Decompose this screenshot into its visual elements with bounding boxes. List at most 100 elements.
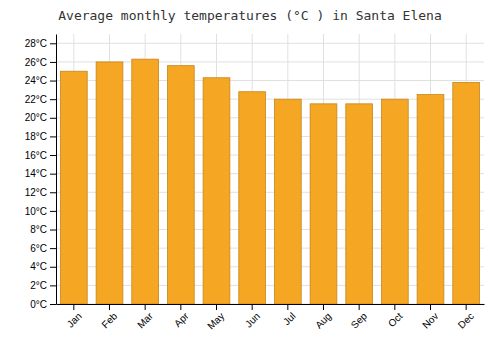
chart: Average monthly temperatures (°C ) in Sa… — [0, 0, 500, 350]
tick: 26°C — [25, 57, 56, 68]
tick: Jul — [281, 304, 298, 327]
tick-mark — [252, 304, 253, 310]
tick-label: 12°C — [25, 187, 47, 198]
tick-mark — [50, 136, 56, 137]
tick-label: 20°C — [25, 112, 47, 123]
tick: 10°C — [25, 206, 56, 217]
tick-label: Apr — [172, 310, 191, 329]
tick-mark — [50, 118, 56, 119]
tick-mark — [359, 304, 360, 310]
tick-label: 16°C — [25, 150, 47, 161]
tick-label: 14°C — [25, 168, 47, 179]
bar — [453, 82, 480, 304]
tick-mark — [50, 174, 56, 175]
x-axis: Jan Feb Mar Apr May Jun Jul Aug Sep Oct Nov Dec — [57, 304, 485, 332]
tick: Oct — [386, 304, 405, 329]
bar — [417, 95, 444, 304]
tick-mark — [73, 304, 74, 310]
tick-label: Oct — [386, 310, 405, 329]
tick: 20°C — [25, 112, 56, 123]
tick: 8°C — [30, 224, 56, 235]
tick-mark — [180, 304, 181, 310]
tick: Apr — [172, 304, 191, 329]
tick: Sep — [349, 304, 370, 331]
axis-line — [57, 304, 485, 305]
grid — [56, 34, 484, 304]
tick-mark — [50, 248, 56, 249]
tick-label: Nov — [420, 310, 440, 330]
tick-label: Feb — [99, 310, 119, 330]
tick-label: Jul — [281, 310, 298, 327]
tick: 28°C — [25, 38, 56, 49]
tick: Aug — [313, 304, 333, 331]
tick-mark — [50, 285, 56, 286]
bar — [381, 99, 408, 304]
tick-label: 10°C — [25, 206, 47, 217]
tick-label: 8°C — [30, 224, 47, 235]
tick-mark — [109, 304, 110, 310]
tick-mark — [216, 304, 217, 310]
tick-label: 28°C — [25, 38, 47, 49]
bar — [310, 104, 337, 304]
tick: 14°C — [25, 168, 56, 179]
bar — [96, 62, 123, 304]
tick: Jun — [243, 304, 262, 330]
tick-mark — [50, 230, 56, 231]
tick: 12°C — [25, 187, 56, 198]
tick-mark — [145, 304, 146, 310]
tick-label: 22°C — [25, 94, 47, 105]
bar — [167, 66, 194, 304]
tick-label: May — [205, 310, 226, 331]
tick: May — [205, 304, 226, 332]
tick: Nov — [420, 304, 440, 331]
tick: Feb — [99, 304, 119, 330]
bar — [132, 59, 159, 304]
tick: Jan — [65, 304, 84, 330]
tick-mark — [50, 43, 56, 44]
tick-mark — [50, 211, 56, 212]
tick-label: Jun — [243, 310, 262, 329]
tick-mark — [50, 304, 56, 305]
bars — [60, 59, 479, 304]
tick-mark — [50, 155, 56, 156]
tick-mark — [323, 304, 324, 310]
tick-mark — [466, 304, 467, 310]
tick-label: 6°C — [30, 243, 47, 254]
tick-label: Mar — [135, 310, 155, 330]
tick-mark — [287, 304, 288, 310]
bar — [239, 92, 266, 304]
tick-label: 2°C — [30, 280, 47, 291]
tick-mark — [50, 81, 56, 82]
tick-label: 4°C — [30, 261, 47, 272]
tick: 16°C — [25, 150, 56, 161]
tick-mark — [50, 192, 56, 193]
tick: 4°C — [30, 261, 56, 272]
tick: 2°C — [30, 280, 56, 291]
tick: 0°C — [30, 299, 56, 310]
axis-line — [56, 35, 57, 305]
bar — [203, 78, 230, 304]
bar — [274, 99, 301, 304]
tick-label: 26°C — [25, 57, 47, 68]
title: Average monthly temperatures (°C ) in Sa… — [58, 8, 442, 23]
bar — [346, 104, 373, 304]
bar — [60, 71, 87, 304]
tick-mark — [394, 304, 395, 310]
grid-line — [56, 43, 484, 44]
tick: 18°C — [25, 131, 56, 142]
tick-mark — [430, 304, 431, 310]
tick: 24°C — [25, 75, 56, 86]
tick: 6°C — [30, 243, 56, 254]
tick: Mar — [135, 304, 155, 330]
tick-label: 24°C — [25, 75, 47, 86]
tick: Dec — [456, 304, 476, 331]
tick: 22°C — [25, 94, 56, 105]
tick-label: Dec — [456, 310, 476, 330]
tick-mark — [50, 99, 56, 100]
tick-label: Aug — [313, 310, 333, 330]
tick-label: 18°C — [25, 131, 47, 142]
tick-mark — [50, 62, 56, 63]
tick-label: Jan — [65, 310, 84, 329]
tick-mark — [50, 267, 56, 268]
y-axis: 0°C 2°C 4°C 6°C 8°C 10°C 12°C 14°C 16°C 18°C 20°C 2… — [25, 35, 57, 310]
